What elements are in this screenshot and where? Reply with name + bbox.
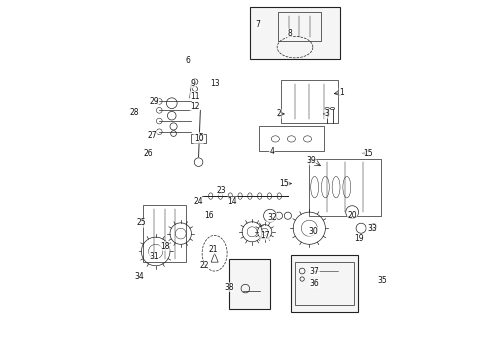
- Text: 14: 14: [228, 197, 237, 206]
- Text: 28: 28: [129, 108, 139, 117]
- Text: 29: 29: [149, 97, 159, 106]
- Text: 1: 1: [339, 88, 344, 97]
- Text: 27: 27: [147, 131, 157, 140]
- Text: 17: 17: [260, 231, 270, 240]
- Bar: [143, 205, 186, 262]
- Bar: [192, 134, 206, 143]
- Text: 18: 18: [160, 242, 170, 251]
- Text: 33: 33: [367, 224, 377, 233]
- Text: 22: 22: [199, 261, 209, 270]
- Text: 10: 10: [194, 134, 203, 143]
- Text: 3: 3: [325, 109, 330, 118]
- Text: 7: 7: [255, 20, 260, 29]
- Bar: [250, 7, 340, 59]
- Text: 23: 23: [217, 186, 226, 195]
- Text: 12: 12: [190, 102, 200, 111]
- Text: 13: 13: [210, 79, 220, 88]
- Text: 19: 19: [354, 234, 364, 243]
- Text: 20: 20: [347, 211, 357, 220]
- Text: 25: 25: [137, 219, 146, 228]
- Bar: [292, 255, 358, 312]
- Text: 32: 32: [267, 213, 276, 222]
- Text: 36: 36: [310, 279, 319, 288]
- Text: 6: 6: [185, 56, 190, 65]
- Text: 31: 31: [149, 252, 159, 261]
- Text: 15: 15: [364, 149, 373, 158]
- Text: 2: 2: [276, 109, 281, 118]
- Text: 30: 30: [308, 227, 318, 236]
- Text: 34: 34: [135, 272, 145, 281]
- Text: 39: 39: [306, 156, 316, 165]
- Text: 35: 35: [378, 275, 388, 284]
- Text: 38: 38: [224, 283, 234, 292]
- Text: 15: 15: [279, 179, 289, 188]
- Text: 26: 26: [144, 149, 153, 158]
- Text: 24: 24: [194, 197, 203, 206]
- Text: 9: 9: [191, 79, 196, 88]
- Bar: [309, 158, 381, 216]
- Bar: [229, 258, 270, 309]
- Bar: [259, 126, 323, 152]
- Text: 37: 37: [310, 267, 319, 276]
- Text: 16: 16: [204, 211, 214, 220]
- Bar: [278, 12, 321, 41]
- Text: 21: 21: [208, 245, 218, 254]
- Text: 4: 4: [270, 147, 274, 156]
- Text: 8: 8: [287, 29, 292, 38]
- Bar: [281, 80, 338, 123]
- Bar: [295, 262, 354, 305]
- Text: 5: 5: [198, 132, 203, 141]
- Text: 11: 11: [190, 91, 200, 100]
